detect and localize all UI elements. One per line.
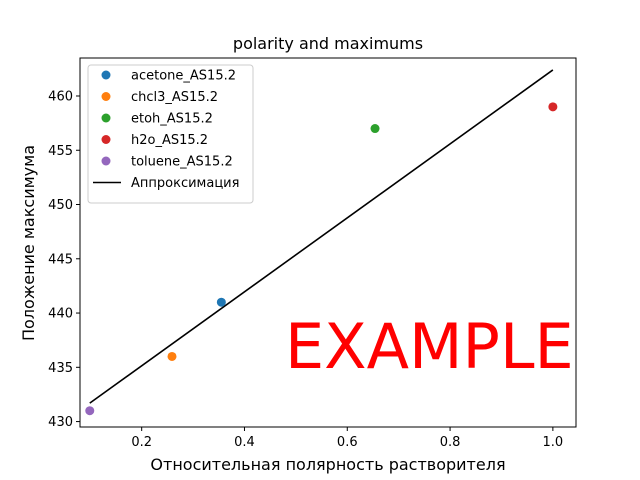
y-tick-label: 455: [48, 144, 73, 159]
legend-marker: [101, 92, 111, 101]
axes-frame: [79, 57, 577, 428]
y-tick-label: 460: [48, 89, 73, 104]
legend-box: [87, 64, 254, 204]
legend-marker: [101, 135, 111, 144]
x-tick-label: 0.8: [440, 435, 461, 450]
y-tick-label: 440: [48, 307, 73, 322]
data-point-etoh: [370, 124, 380, 134]
legend-label: acetone_AS15.2: [131, 69, 236, 84]
legend-label: toluene_AS15.2: [131, 155, 233, 170]
legend-label: chcl3_AS15.2: [131, 90, 218, 105]
y-tick-label: 445: [48, 252, 73, 267]
legend-label: etoh_AS15.2: [131, 112, 213, 127]
legend-marker: [101, 70, 111, 80]
data-point-chcl3: [167, 351, 177, 361]
y-tick-label: 450: [48, 198, 73, 213]
chart-title: polarity and maximums: [233, 34, 423, 53]
data-point-toluene: [85, 406, 95, 416]
legend-marker: [101, 113, 111, 123]
legend-label: Аппроксимация: [131, 176, 239, 191]
y-axis-label: Положение максимума: [19, 145, 38, 341]
legend: acetone_AS15.2 chcl3_AS15.2 etoh_AS15.2 h2o…: [87, 64, 254, 204]
x-tick-label: 0.2: [131, 435, 152, 450]
x-tick-label: 0.6: [337, 435, 358, 450]
legend-marker: [101, 156, 111, 166]
data-point-acetone: [216, 297, 226, 307]
data-point-h2o: [548, 102, 558, 112]
x-axis-label: Относительная полярность растворителя: [150, 455, 505, 474]
fit-line: [89, 69, 554, 404]
legend-label: h2o_AS15.2: [131, 133, 208, 148]
y-tick-label: 430: [48, 415, 73, 430]
x-tick-label: 0.4: [234, 435, 255, 450]
example-watermark: EXAMPLE: [285, 310, 574, 383]
plot-area: 0.2 0.4 0.6 0.8 1.0 430 435 440 445 450 455 460: [48, 57, 577, 450]
x-tick-label: 1.0: [543, 435, 564, 450]
y-tick-label: 435: [48, 361, 73, 376]
